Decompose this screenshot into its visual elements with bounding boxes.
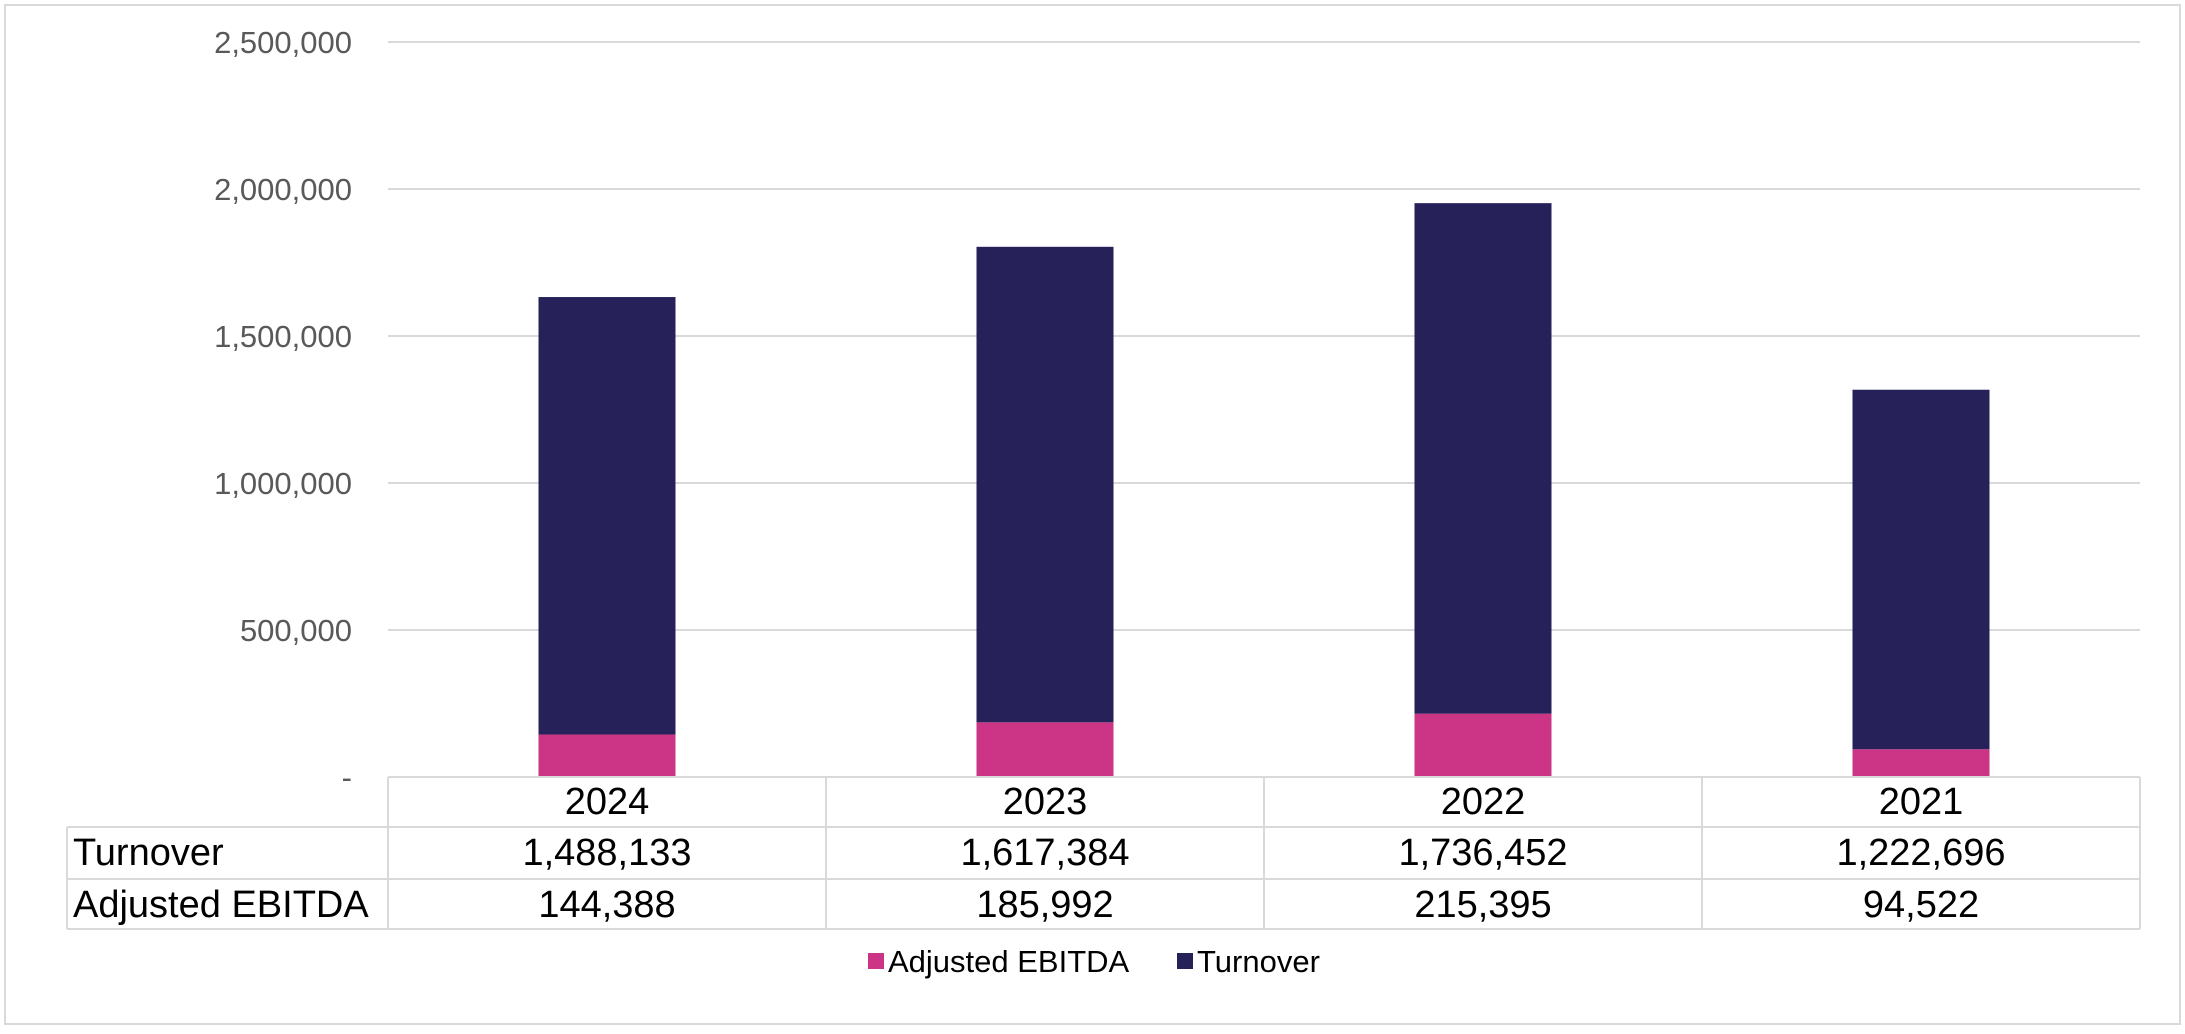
table-cell-adjusted-ebitda-2023: 185,992 [976,884,1113,926]
table-cell-turnover-2024: 1,488,133 [522,832,691,874]
y-tick-label: 2,000,000 [214,172,352,207]
bar-adjusted-ebitda-2023 [976,722,1114,777]
bar-turnover-2024 [538,297,676,735]
table-cell-adjusted-ebitda-2022: 215,395 [1414,884,1551,926]
data-table: 2024 2023 2022 2021 Turnover 1,488,133 1,617,3… [66,776,2141,930]
y-tick-label: 2,500,000 [214,25,352,60]
legend-swatch-adjusted-ebitda [868,953,884,969]
table-row-label-turnover: Turnover [73,832,224,874]
legend: Adjusted EBITDA Turnover [868,944,1320,979]
y-tick-label: 1,500,000 [214,319,352,354]
y-tick-label: - [342,760,352,795]
bar-turnover-2022 [1414,203,1552,714]
bar-turnover-2023 [976,246,1114,723]
legend-swatch-turnover [1177,953,1193,969]
bar-turnover-2021 [1852,389,1990,750]
table-cell-turnover-2022: 1,736,452 [1398,832,1567,874]
category-label-2023: 2023 [1003,781,1088,823]
category-label-2022: 2022 [1441,781,1526,823]
y-tick-label: 1,000,000 [214,466,352,501]
legend-label-turnover: Turnover [1197,944,1320,979]
bars [538,203,1990,777]
table-cell-adjusted-ebitda-2021: 94,522 [1863,884,1979,926]
gridlines [388,41,2140,631]
y-axis-ticks: - 500,000 1,000,000 1,500,000 2,000,000 2,500… [214,25,352,795]
category-label-2021: 2021 [1879,781,1964,823]
y-tick-label: 500,000 [240,613,352,648]
table-cell-turnover-2021: 1,222,696 [1836,832,2005,874]
table-row-label-adjusted-ebitda: Adjusted EBITDA [73,884,369,926]
bar-adjusted-ebitda-2022 [1414,713,1552,777]
legend-label-adjusted-ebitda: Adjusted EBITDA [888,944,1130,979]
bar-adjusted-ebitda-2021 [1852,749,1990,777]
table-cell-turnover-2023: 1,617,384 [960,832,1129,874]
bar-adjusted-ebitda-2024 [538,734,676,777]
table-cell-adjusted-ebitda-2024: 144,388 [538,884,675,926]
category-label-2024: 2024 [565,781,650,823]
